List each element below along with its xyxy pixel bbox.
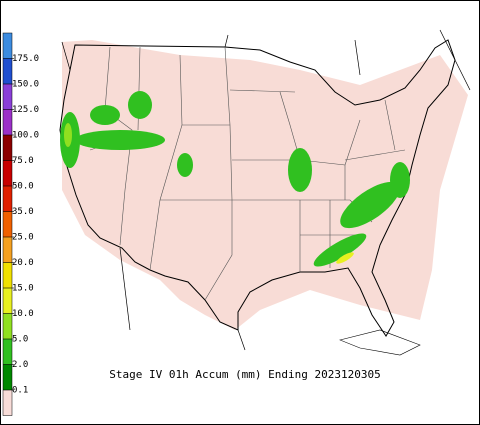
legend-label: 5.0	[12, 335, 28, 345]
legend-swatch	[3, 84, 12, 110]
legend-swatch	[3, 135, 12, 161]
analysis-area	[62, 40, 468, 330]
legend-label: 75.0	[12, 156, 34, 166]
legend-label: 150.0	[12, 80, 39, 90]
legend-label: 175.0	[12, 54, 39, 64]
us-outline	[59, 39, 456, 337]
legend-swatch	[3, 313, 12, 339]
legend-label: 50.0	[12, 182, 34, 192]
precip-area	[313, 233, 367, 267]
precip-area	[340, 181, 400, 229]
legend-swatch	[3, 288, 12, 314]
legend-swatch	[3, 58, 12, 84]
legend-swatch	[3, 390, 12, 416]
precip-area	[90, 105, 120, 125]
legend-border	[2, 32, 13, 416]
border-lines	[61, 29, 471, 351]
precip-area	[288, 148, 312, 192]
precip-area	[128, 91, 152, 119]
precip-area	[177, 153, 193, 177]
legend-swatch	[3, 211, 12, 237]
legend-label: 25.0	[12, 233, 34, 243]
legend-label: 20.0	[12, 258, 34, 268]
caption: Stage IV 01h Accum (mm) Ending 202312030…	[109, 368, 381, 381]
legend-swatch	[3, 186, 12, 212]
precip-area	[390, 162, 410, 198]
legend-label: 15.0	[12, 284, 34, 294]
legend: 175.0 150.0 125.0 100.0 75.0 50.0 35.0 25.0 20.0…	[2, 32, 39, 416]
legend-label: 2.0	[12, 360, 28, 370]
precip-area	[64, 123, 72, 147]
legend-label: 10.0	[12, 309, 34, 319]
cuba-outline	[339, 329, 421, 356]
precipitation	[60, 91, 410, 267]
legend-swatch	[3, 109, 12, 135]
legend-label: 100.0	[12, 131, 39, 141]
legend-swatch	[3, 339, 12, 365]
precip-area	[75, 130, 165, 150]
legend-swatch	[3, 262, 12, 288]
legend-swatch	[3, 237, 12, 263]
legend-swatch	[3, 364, 12, 390]
precip-area	[336, 252, 354, 264]
legend-label: 35.0	[12, 207, 34, 217]
state-lines	[89, 46, 406, 301]
legend-label: 0.1	[12, 386, 28, 396]
legend-swatch	[3, 33, 12, 59]
legend-label: 125.0	[12, 105, 39, 115]
legend-swatch	[3, 160, 12, 186]
